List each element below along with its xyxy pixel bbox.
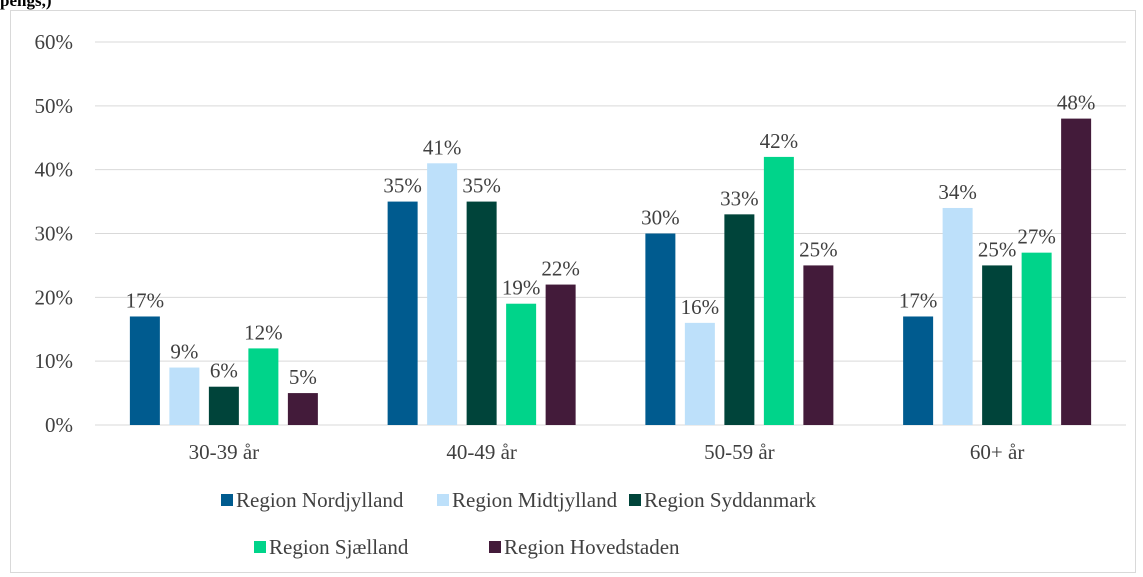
data-label: 33% bbox=[720, 186, 759, 210]
bar bbox=[129, 316, 160, 425]
bar bbox=[169, 367, 200, 425]
y-tick-label: 60% bbox=[35, 30, 74, 54]
bar bbox=[248, 348, 279, 425]
bar bbox=[803, 265, 834, 425]
legend-label: Region Nordjylland bbox=[236, 488, 404, 512]
bar bbox=[942, 207, 973, 425]
legend-swatch bbox=[489, 541, 501, 553]
data-label: 34% bbox=[938, 180, 977, 204]
data-label: 25% bbox=[799, 237, 838, 261]
y-tick-label: 20% bbox=[35, 285, 74, 309]
y-tick-label: 10% bbox=[35, 349, 74, 373]
chart-frame: 0% 10% 20% 30% 40% 50% 60% 17% 9% 6% 12% 5% 35% 41% 3… bbox=[10, 10, 1136, 573]
x-category-label: 40-49 år bbox=[446, 440, 517, 464]
x-category-label: 50-59 år bbox=[704, 440, 775, 464]
data-label: 22% bbox=[541, 257, 580, 281]
legend-label: Region Syddanmark bbox=[644, 488, 817, 512]
x-category-label: 30-39 år bbox=[189, 440, 260, 464]
data-label: 19% bbox=[502, 276, 541, 300]
data-label: 35% bbox=[383, 174, 422, 198]
bar bbox=[387, 201, 418, 425]
bar bbox=[208, 386, 239, 425]
bar bbox=[903, 316, 934, 425]
y-axis-tick-labels: 0% 10% 20% 30% 40% 50% 60% bbox=[35, 30, 74, 437]
legend-label: Region Hovedstaden bbox=[504, 535, 680, 559]
bar bbox=[287, 393, 318, 425]
y-tick-label: 40% bbox=[35, 158, 74, 182]
legend-label: Region Midtjylland bbox=[452, 488, 618, 512]
data-label: 30% bbox=[641, 206, 680, 230]
data-label: 17% bbox=[899, 288, 938, 312]
bar bbox=[684, 322, 715, 425]
bar bbox=[1061, 118, 1092, 425]
bar bbox=[763, 156, 794, 425]
data-label: 48% bbox=[1057, 91, 1096, 115]
bars bbox=[129, 118, 1092, 426]
data-label: 12% bbox=[244, 320, 283, 344]
bar bbox=[724, 214, 755, 425]
x-axis-category-labels: 30-39 år 40-49 år 50-59 år 60+ år bbox=[189, 440, 1025, 464]
bar bbox=[1021, 252, 1052, 425]
data-label: 41% bbox=[423, 135, 462, 159]
data-label: 9% bbox=[170, 340, 198, 364]
legend-swatch bbox=[254, 541, 266, 553]
data-label: 25% bbox=[978, 237, 1017, 261]
y-tick-label: 0% bbox=[45, 413, 73, 437]
data-label: 42% bbox=[760, 129, 799, 153]
data-label: 35% bbox=[462, 174, 501, 198]
data-label: 5% bbox=[289, 365, 317, 389]
data-label: 6% bbox=[210, 359, 238, 383]
data-labels: 17% 9% 6%12%5% 35%41%35% 19%22% 30% 16% 33% 42% 2… bbox=[126, 91, 1096, 389]
bar bbox=[645, 233, 676, 425]
bar bbox=[466, 201, 497, 425]
bar-chart: 0%10%20%30%40%50%60% 17%9%6%12%5%35%41%3… bbox=[35, 30, 1126, 559]
legend: Region Nordjylland Region Midtjylland Regi… bbox=[221, 488, 817, 559]
y-tick-label: 30% bbox=[35, 222, 74, 246]
bar bbox=[545, 284, 576, 425]
x-category-label: 60+ år bbox=[970, 440, 1024, 464]
bar bbox=[427, 163, 458, 426]
legend-swatch bbox=[221, 494, 233, 506]
data-label: 27% bbox=[1017, 225, 1056, 249]
legend-swatch bbox=[629, 494, 641, 506]
legend-swatch bbox=[437, 494, 449, 506]
data-label: 17% bbox=[126, 288, 165, 312]
y-tick-label: 50% bbox=[35, 94, 74, 118]
data-label: 16% bbox=[681, 295, 720, 319]
bar bbox=[982, 265, 1013, 425]
clipped-heading-fragment: pengs,) bbox=[0, 0, 52, 10]
legend-label: Region Sjælland bbox=[269, 535, 409, 559]
bar bbox=[506, 303, 537, 425]
